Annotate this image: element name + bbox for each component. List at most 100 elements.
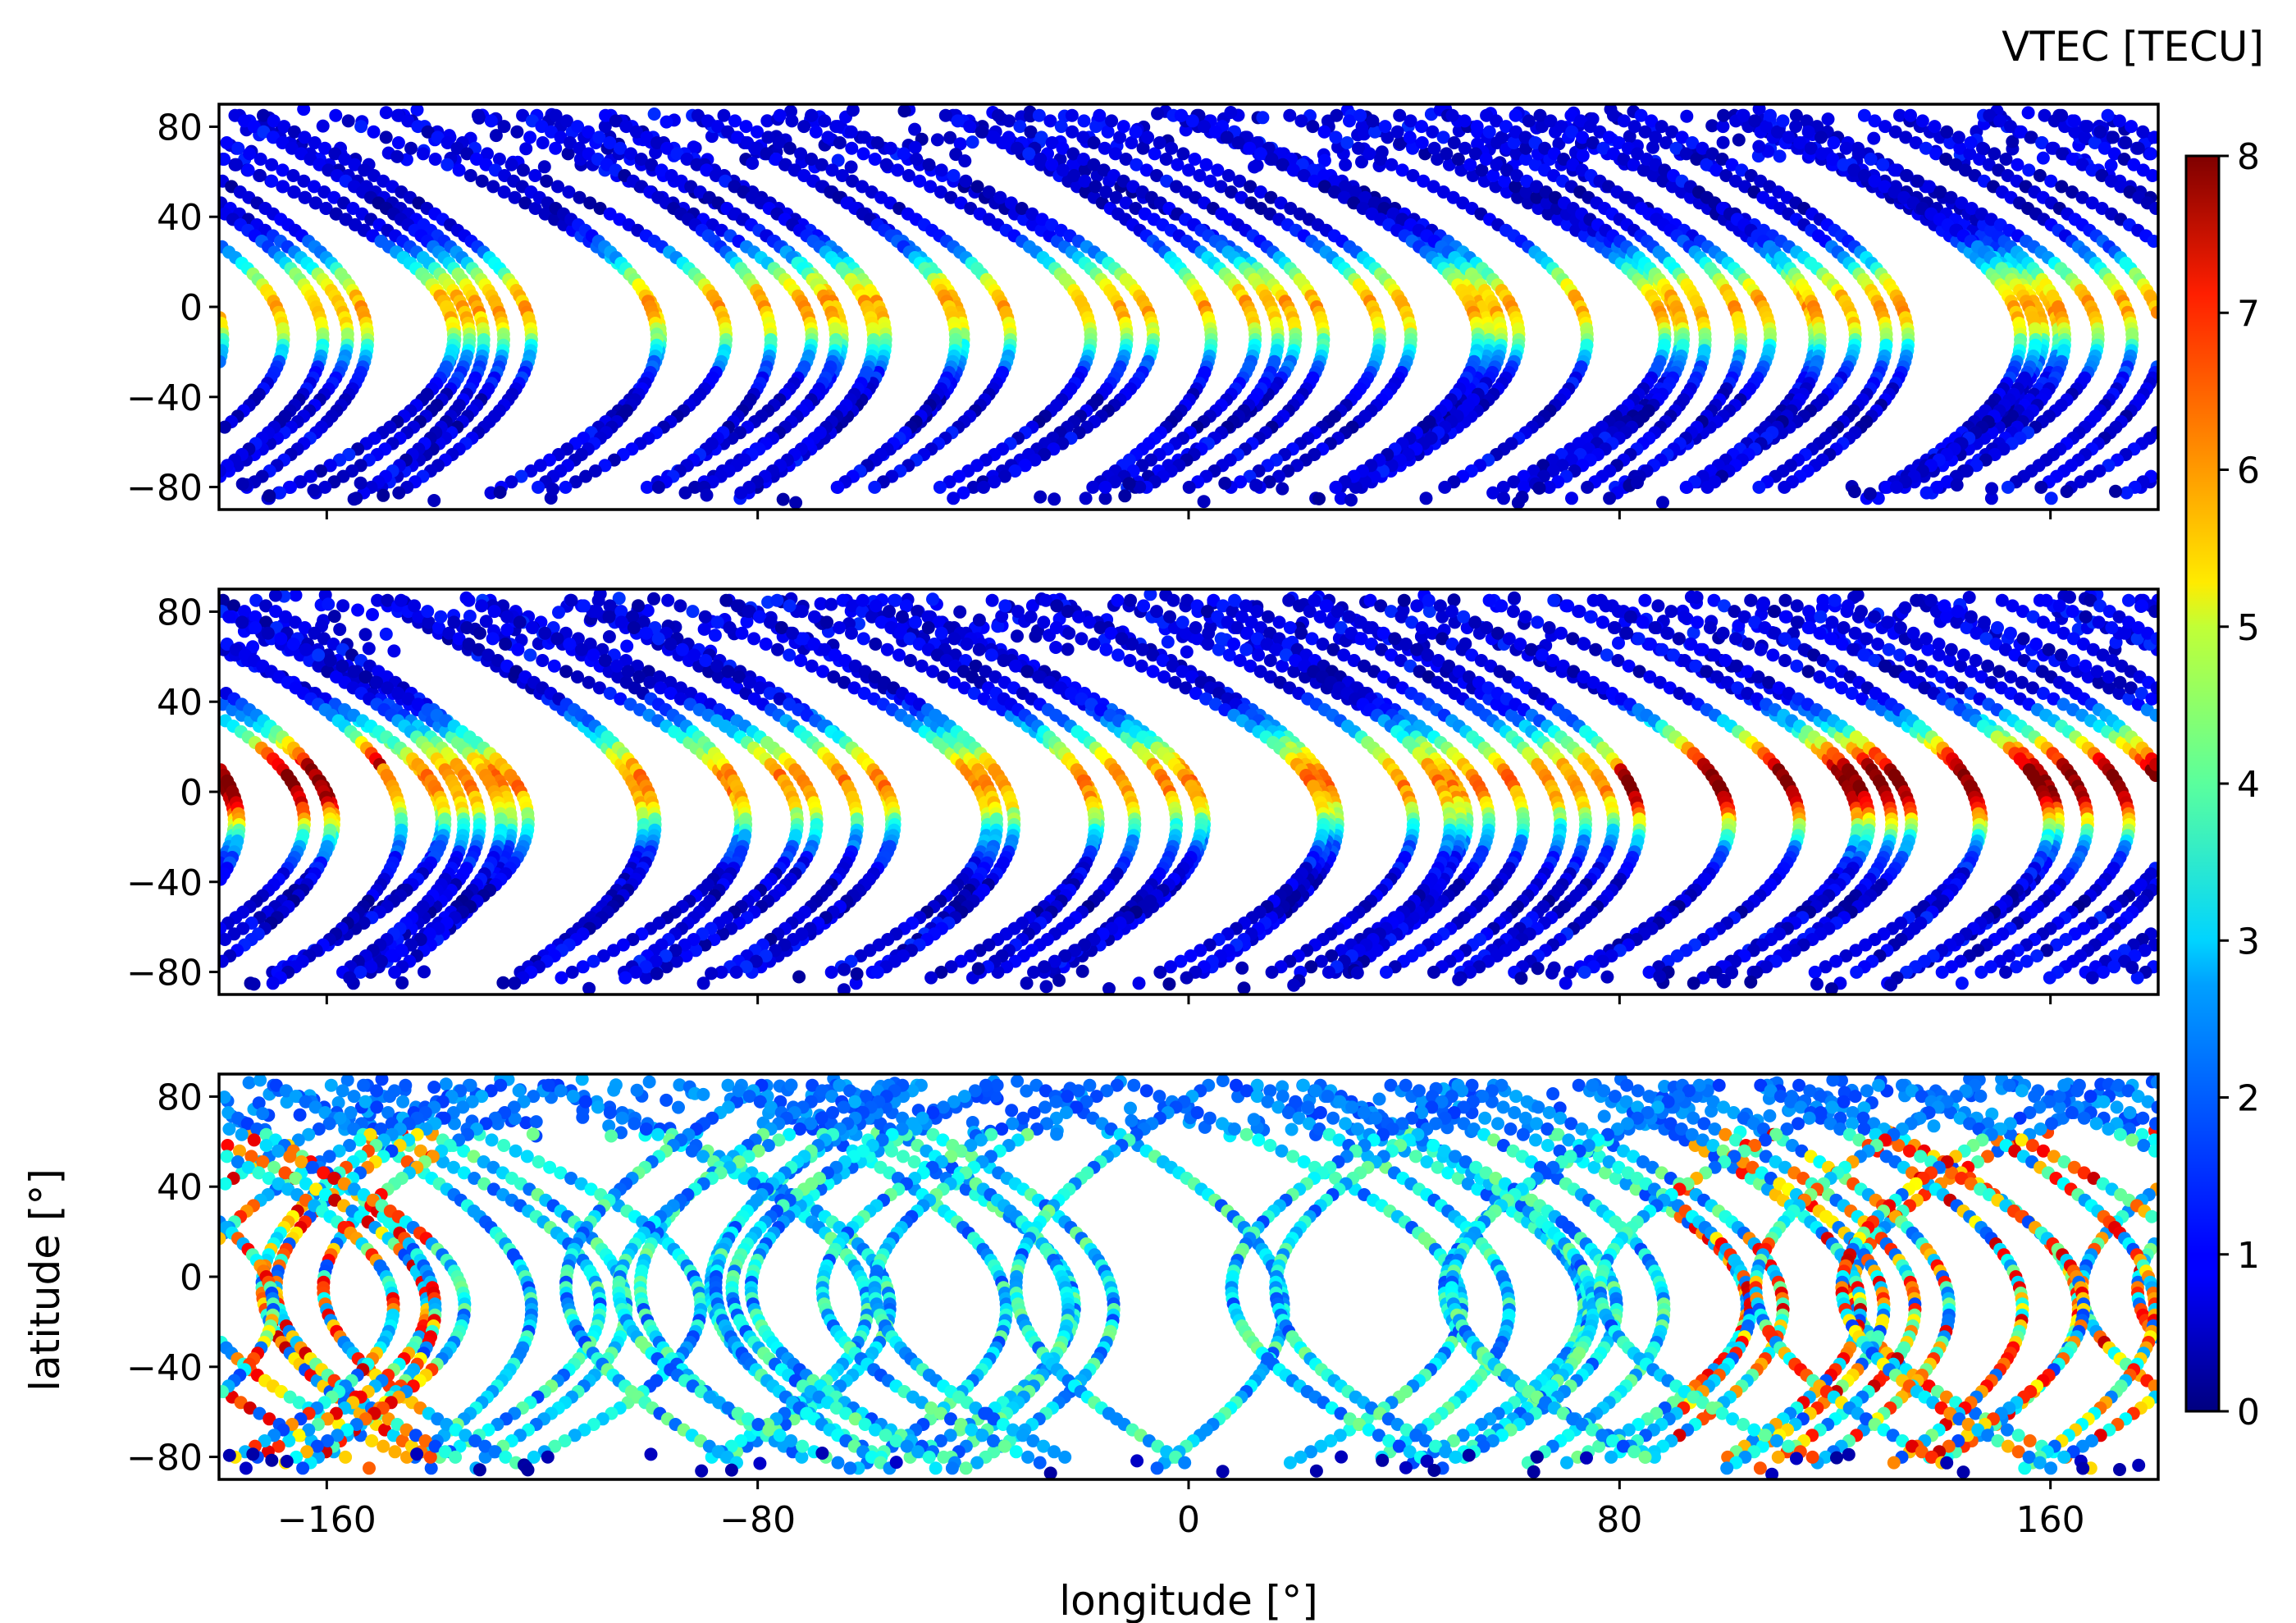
data-point-top-403 [287,125,301,139]
data-point-top-3948 [2078,130,2092,144]
data-point-top-1448 [833,136,847,149]
data-point-middle-400 [238,605,252,619]
data-point-middle-330 [259,599,273,613]
data-point-top-1654 [975,125,988,139]
data-point-top-2070 [1129,125,1143,139]
data-point-top-2905 [1565,125,1579,139]
data-point-top-616 [460,147,474,161]
data-point-top-1927 [1182,480,1196,494]
data-point-top-3544 [1974,207,1988,221]
data-point-middle-537 [381,593,395,607]
data-point-top-2982 [1719,169,1733,182]
data-point-middle-62 [708,629,722,642]
data-point-top-2556 [1415,120,1428,134]
data-point-top-2910 [1617,153,1631,166]
data-point-top-3746 [2033,169,2047,182]
data-point-middle-198 [972,613,986,627]
data-point-top-183 [390,149,404,163]
data-point-top-1454 [902,169,915,182]
data-point-middle-87 [824,597,838,611]
data-point-top-3530 [1814,130,1828,144]
data-point-top-614 [440,136,454,149]
data-point-top-1799 [1087,158,1101,171]
data-point-top-2350 [1352,141,1365,155]
data-point-top-4161 [2144,147,2157,161]
data-point-top-2358 [1436,185,1450,199]
data-point-top-2908 [1596,141,1610,155]
data-point-top-677 [532,480,545,494]
data-point-top-542 [367,125,381,139]
data-point-top-1030 [640,130,654,144]
data-point-top-4248 [347,492,361,506]
data-point-top-2344 [1283,108,1297,122]
data-point-top-1725 [1113,130,1126,144]
data-point-top-1726 [1125,136,1139,149]
data-point-top-4255 [1034,490,1048,504]
data-point-top-1452 [879,158,893,171]
data-point-top-1664 [1089,180,1102,194]
data-point-top-4244 [377,488,390,502]
data-point-top-217 [965,135,979,149]
data-point-top-4016 [2136,125,2150,139]
data-point-top-4015 [2125,120,2139,134]
data-point-top-251 [908,140,922,154]
data-point-top-1727 [1136,141,1150,155]
data-point-top-3541 [1944,190,1958,204]
data-point-top-964 [624,147,637,161]
data-point-top-2763 [1522,114,1536,128]
data-point-top-4171 [319,202,333,215]
data-point-top-752 [523,130,537,144]
data-point-top-1722 [1077,114,1091,128]
data-point-top-4230 [262,489,276,503]
data-point-middle-175 [620,639,634,653]
data-point-top-1859 [1032,108,1046,122]
data-point-top-2977 [1669,141,1683,155]
data-point-top-604 [524,464,538,478]
data-point-middle-205 [351,603,365,617]
data-point-top-3735 [1904,108,1917,122]
data-point-middle-232 [1180,645,1194,659]
data-point-middle-620 [547,659,561,673]
data-point-top-2413 [1419,491,1433,505]
data-point-top-4164 [241,163,255,177]
data-point-top-3538 [1911,174,1925,188]
data-point-top-2078 [1221,169,1235,182]
data-point-middle-255 [1684,590,1698,604]
data-point-top-1450 [856,147,870,161]
data-point-top-1241 [760,147,774,161]
data-point-top-3792 [219,420,231,434]
data-point-top-966 [645,158,659,171]
data-point-top-3947 [2068,125,2082,139]
data-point-top-4226 [1344,493,1358,507]
data-point-top-4247 [1532,481,1546,495]
data-point-top-1872 [1170,180,1184,194]
data-point-middle-67 [500,623,514,637]
data-point-top-1108 [846,174,860,188]
data-point-top-1659 [1034,153,1048,166]
data-point-top-1797 [1066,147,1080,161]
data-point-top-2694 [1458,114,1472,128]
data-point-top-3742 [1988,147,2002,161]
data-point-top-2911 [1627,158,1641,171]
data-point-top-2355 [1406,169,1420,182]
data-point-top-2072 [1153,136,1166,149]
data-point-top-885 [651,480,665,494]
data-point-top-3884 [2085,163,2099,177]
data-point-top-2978 [1679,147,1693,161]
data-point-top-2219 [1338,180,1352,194]
data-point-top-4024 [286,169,300,182]
data-point-middle-103 [463,610,477,623]
data-point-top-1375 [818,114,832,128]
data-point-middle-157 [991,619,1005,633]
data-point-top-2412 [1438,480,1452,494]
data-point-top-755 [561,147,575,161]
data-point-top-2490 [1427,141,1441,155]
data-point-top-2972 [1617,114,1631,128]
data-point-top-488 [603,207,617,221]
data-point-top-1444 [785,114,799,128]
data-point-top-243 [2036,151,2050,165]
data-point-top-1459 [954,196,968,210]
data-point-middle-110 [632,599,645,613]
data-point-top-1456 [924,180,938,194]
data-point-top-4157 [2093,125,2107,139]
